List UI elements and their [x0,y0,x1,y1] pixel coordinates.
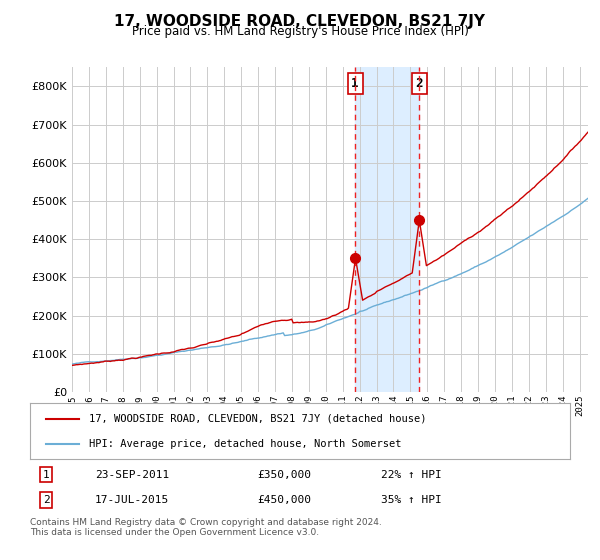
Text: Price paid vs. HM Land Registry's House Price Index (HPI): Price paid vs. HM Land Registry's House … [131,25,469,38]
Text: 23-SEP-2011: 23-SEP-2011 [95,470,169,479]
Text: 1: 1 [351,77,359,90]
Bar [355,67,419,392]
Text: Contains HM Land Registry data © Crown copyright and database right 2024.
This d: Contains HM Land Registry data © Crown c… [30,518,382,538]
Text: 17, WOODSIDE ROAD, CLEVEDON, BS21 7JY: 17, WOODSIDE ROAD, CLEVEDON, BS21 7JY [115,14,485,29]
Text: HPI: Average price, detached house, North Somerset: HPI: Average price, detached house, Nort… [89,438,402,449]
Text: 1: 1 [43,470,50,479]
Text: 35% ↑ HPI: 35% ↑ HPI [381,495,442,505]
Text: 2: 2 [43,495,50,505]
Text: 17, WOODSIDE ROAD, CLEVEDON, BS21 7JY (detached house): 17, WOODSIDE ROAD, CLEVEDON, BS21 7JY (d… [89,414,427,424]
Text: £450,000: £450,000 [257,495,311,505]
Text: 2: 2 [416,77,423,90]
Text: 17-JUL-2015: 17-JUL-2015 [95,495,169,505]
Text: 22% ↑ HPI: 22% ↑ HPI [381,470,442,479]
Text: £350,000: £350,000 [257,470,311,479]
